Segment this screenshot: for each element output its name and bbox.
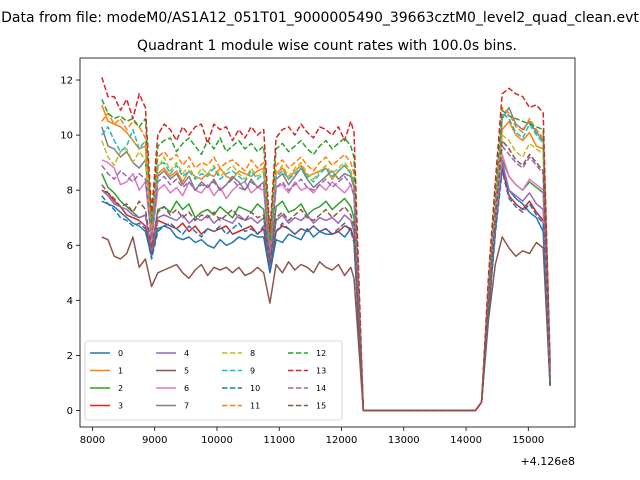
y-tick-label: 12 <box>60 76 73 87</box>
x-axis: 8000 9000 10000 11000 12000 13000 14000 15000 <box>80 427 544 446</box>
y-tick-label: 6 <box>67 241 73 252</box>
legend-label: 14 <box>316 384 326 393</box>
y-tick-label: 8 <box>67 186 73 197</box>
legend-label: 3 <box>118 402 123 411</box>
x-tick-label: 12000 <box>326 435 358 446</box>
legend-label: 5 <box>184 367 189 376</box>
x-tick-label: 13000 <box>388 435 420 446</box>
legend-label: 6 <box>184 384 189 393</box>
legend-label: 4 <box>184 349 189 358</box>
legend-frame <box>84 340 343 421</box>
legend-label: 13 <box>316 367 326 376</box>
legend-label: 9 <box>250 367 255 376</box>
y-tick-label: 0 <box>67 406 73 417</box>
series-line-15 <box>101 139 551 412</box>
x-tick-label: 9000 <box>142 435 167 446</box>
x-tick-label: 14000 <box>450 435 482 446</box>
legend-label: 8 <box>250 349 255 358</box>
legend-label: 10 <box>250 384 260 393</box>
y-tick-label: 2 <box>67 351 73 362</box>
y-axis: 0 2 4 6 8 10 12 <box>60 76 80 417</box>
series-lines <box>101 77 551 412</box>
x-tick-label: 8000 <box>80 435 105 446</box>
legend-label: 11 <box>250 402 260 411</box>
legend-label: 0 <box>118 349 123 358</box>
series-line-13 <box>101 77 551 412</box>
x-offset-label: +4.126e8 <box>521 455 575 468</box>
axes-frame <box>79 57 576 428</box>
chart-title: Quadrant 1 module wise count rates with … <box>137 38 517 54</box>
legend-label: 12 <box>316 349 326 358</box>
chart-suptitle: Data from file: modeM0/AS1A12_051T01_900… <box>1 10 639 26</box>
legend-label: 15 <box>316 402 326 411</box>
legend-label: 2 <box>118 384 123 393</box>
x-tick-label: 10000 <box>201 435 233 446</box>
y-tick-label: 10 <box>60 131 73 142</box>
legend-label: 1 <box>118 367 123 376</box>
legend-label: 7 <box>184 402 189 411</box>
x-tick-label: 15000 <box>512 435 544 446</box>
y-tick-label: 4 <box>67 296 73 307</box>
x-tick-label: 11000 <box>263 435 295 446</box>
